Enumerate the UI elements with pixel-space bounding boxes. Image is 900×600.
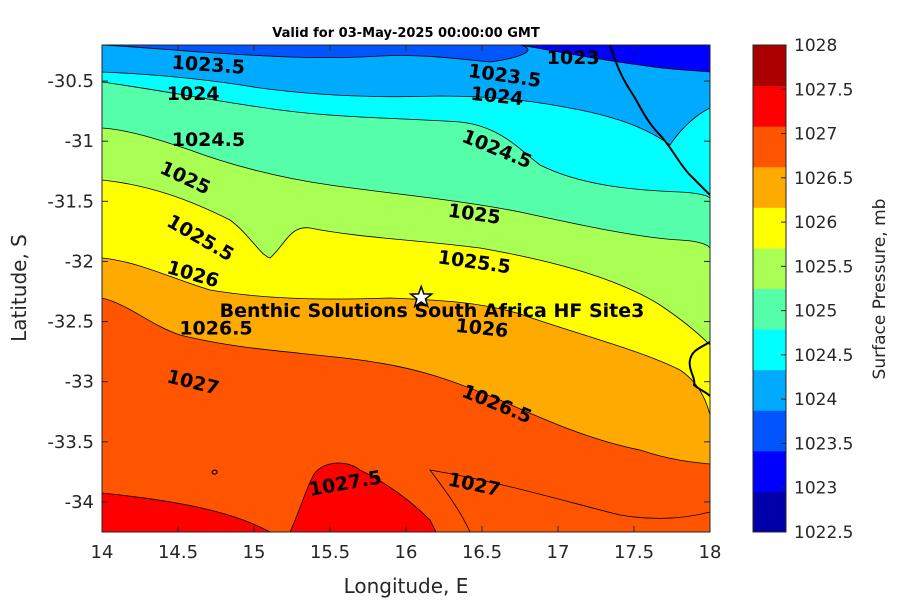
y-tick-label: -32 [65,251,94,272]
x-axis-label: Longitude, E [344,574,469,598]
colorbar-tick-label: 1023.5 [794,434,853,454]
colorbar-tick-label: 1023 [794,479,837,499]
y-tick-label: -33.5 [47,432,94,453]
x-tick-label: 18 [699,542,722,563]
colorbar-tick-label: 1027.5 [794,80,853,100]
y-axis: -30.5 -31 -31.5 -32 -32.5 -33 -33.5 -34 [47,71,710,513]
colorbar-segment [753,85,786,127]
contour-label: 1024 [167,83,220,105]
x-tick-label: 17.5 [614,542,654,563]
band-1027.5-blob [289,462,437,532]
colorbar-segment [753,126,786,168]
colorbar-segment [753,450,786,492]
y-tick-label: -31.5 [47,191,94,212]
colorbar-segment [753,247,786,289]
y-axis-label: Latitude, S [7,234,31,342]
colorbar-segment [753,45,786,87]
site-star-icon [408,284,434,309]
colorbar-tick-label: 1028 [794,36,837,56]
y-tick-label: -30.5 [47,71,94,92]
contour-label: 1023 [547,47,600,69]
contour-label: 1023.5 [171,52,246,79]
colorbar-tick-label: 1026 [794,213,837,233]
colorbar-tick-label: 1024 [794,390,837,410]
colorbar-tick-label: 1024.5 [794,346,853,366]
colorbar-label: Surface Pressure, mb [870,199,890,380]
site-label: Benthic Solutions South Africa HF Site3 [220,300,645,322]
x-tick-label: 15.5 [310,542,350,563]
colorbar-segment [753,207,786,249]
x-tick-label: 17 [547,542,570,563]
x-axis: 14 14.5 15 15.5 16 16.5 17 17.5 18 [91,45,722,563]
colorbar-tick-label: 1026.5 [794,169,853,189]
x-tick-label: 16 [395,542,418,563]
colorbar-frame [752,44,787,533]
band-1023.5-upper [102,45,529,63]
colorbar-segment [753,288,786,330]
contour-label: 1024.5 [172,129,245,151]
coastline-south [688,341,710,397]
colorbar: 1022.5 1023 1023.5 1024 1024.5 1025 1025.5 1026… [752,36,853,543]
colorbar-segment [753,491,786,533]
colorbar-tick-label: 1025.5 [794,257,853,277]
x-tick-label: 15 [243,542,266,563]
y-tick-label: -34 [65,492,94,513]
band-1027-south [429,469,710,532]
colorbar-tick-label: 1022.5 [794,523,853,543]
pressure-contour-bands [102,45,710,532]
y-tick-label: -33 [65,372,94,393]
colorbar-tick-label: 1027 [794,125,837,145]
contour-label: 1024 [470,83,525,110]
colorbar-tick-label: 1025 [794,302,837,322]
contour-label: 1026 [454,315,509,342]
x-tick-label: 16.5 [462,542,502,563]
colorbar-segment [753,329,786,371]
site-marker: Benthic Solutions South Africa HF Site3 [220,284,645,322]
contour-label: 1026.5 [179,318,252,340]
colorbar-segment [753,410,786,452]
chart-title: Valid for 03-May-2025 00:00:00 GMT [272,26,540,41]
band-1024 [102,45,710,146]
island-outline [211,469,218,475]
x-tick-label: 14 [91,542,114,563]
x-tick-label: 14.5 [158,542,198,563]
colorbar-segment [753,166,786,208]
coastline [609,45,710,196]
y-tick-label: -32.5 [47,312,94,333]
colorbar-segment [753,369,786,411]
y-tick-label: -31 [65,131,94,152]
